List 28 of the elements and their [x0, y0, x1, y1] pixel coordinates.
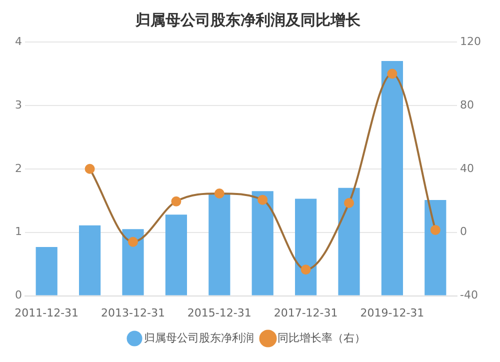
y2-tick-label: 40: [460, 162, 474, 175]
bar: [79, 225, 101, 296]
x-tick-label: 2019-12-31: [360, 306, 424, 320]
y2-tick-label: 120: [460, 34, 482, 48]
bar: [208, 193, 230, 296]
bar: [338, 188, 360, 296]
x-tick-label: 2015-12-31: [187, 306, 252, 320]
chart-title: 归属母公司股东净利润及同比增长: [134, 10, 362, 29]
y-tick-label: 1: [15, 225, 22, 238]
x-tick-label: 2017-12-31: [274, 306, 338, 320]
y-tick-label: 2: [15, 162, 22, 175]
y-tick-label: 4: [15, 34, 22, 48]
x-tick-label: 2011-12-31: [14, 306, 79, 320]
y-tick-label: 3: [15, 98, 22, 112]
y2-tick-label: -40: [460, 288, 478, 302]
bar: [295, 198, 317, 296]
bar: [36, 246, 58, 296]
bar: [381, 61, 404, 296]
y2-tick-label: 0: [460, 225, 468, 238]
legend-label: 同比增长率（右）: [278, 331, 366, 344]
y2-tick-label: 80: [460, 98, 474, 112]
bar: [252, 191, 274, 296]
legend-label: 归属母公司股东净利润: [144, 331, 254, 344]
bar: [122, 229, 144, 296]
y-tick-label: 0: [15, 288, 22, 302]
x-tick-label: 2013-12-31: [101, 306, 165, 320]
bar: [165, 214, 187, 296]
bar: [424, 200, 446, 296]
